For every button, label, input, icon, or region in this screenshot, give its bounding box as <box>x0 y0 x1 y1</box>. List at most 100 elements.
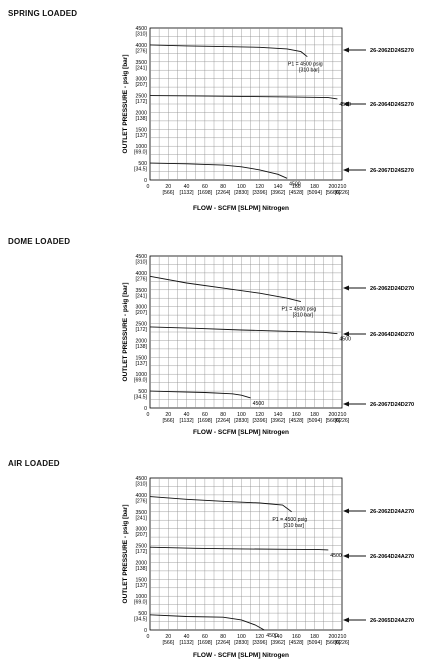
series-end-annotation-secondary: [310 bar] <box>299 68 320 74</box>
y-tick-label: 0 <box>144 628 147 634</box>
y-tick-label-secondary: [310] <box>135 32 147 38</box>
chart-title-air-loaded: AIR LOADED <box>8 459 60 468</box>
model-arrow-head <box>343 508 349 514</box>
x-tick-label: 160 <box>292 634 301 640</box>
x-tick-label-secondary: [2264] <box>216 418 231 424</box>
series-line <box>149 496 292 513</box>
model-arrow-head <box>343 285 349 291</box>
series-end-annotation: 4500 <box>253 401 265 407</box>
series-line <box>149 44 308 58</box>
y-tick-label-secondary: [276] <box>135 276 147 282</box>
y-axis-label: OUTLET PRESSURE - psig [bar] <box>122 283 129 382</box>
y-tick-label: 4500 <box>135 26 147 32</box>
series-end-annotation: 4500 <box>339 337 351 343</box>
x-tick-label: 80 <box>220 634 226 640</box>
series-line <box>149 275 302 303</box>
series-line <box>149 95 338 100</box>
x-tick-label-secondary: [3396] <box>252 418 267 424</box>
x-tick-label-secondary: [2830] <box>234 190 249 196</box>
x-tick-label-secondary: [3396] <box>252 640 267 646</box>
x-tick-label-secondary: [3396] <box>252 190 267 196</box>
y-tick-label: 2500 <box>135 94 147 100</box>
x-tick-label: 40 <box>184 412 190 418</box>
series-end-annotation: P1 = 4500 psig <box>272 517 307 523</box>
y-tick-label-secondary: [207] <box>135 310 147 316</box>
x-tick-label-secondary: [1698] <box>198 640 213 646</box>
y-tick-label: 2000 <box>135 338 147 344</box>
series-end-annotation: 4500 <box>266 633 278 639</box>
series-end-annotation-secondary: [310 bar] <box>293 313 314 319</box>
model-arrow-head <box>343 553 349 559</box>
y-tick-label: 4500 <box>135 254 147 260</box>
x-tick-label: 180 <box>310 634 319 640</box>
series-line <box>149 546 329 551</box>
x-tick-label-secondary: [1132] <box>180 640 195 646</box>
x-tick-label-secondary: [3962] <box>271 640 286 646</box>
y-tick-label: 3500 <box>135 510 147 516</box>
x-tick-label: 60 <box>202 634 208 640</box>
y-tick-label: 1500 <box>135 577 147 583</box>
series-line <box>149 162 288 179</box>
y-tick-label-secondary: [34.5] <box>134 395 148 401</box>
x-tick-label: 140 <box>274 184 283 190</box>
y-tick-label: 4000 <box>135 271 147 277</box>
x-tick-label-secondary: [5094] <box>307 190 322 196</box>
y-tick-label-secondary: [310] <box>135 482 147 488</box>
x-tick-label: 40 <box>184 184 190 190</box>
y-tick-label: 2000 <box>135 110 147 116</box>
x-tick-label-secondary: [4528] <box>289 190 304 196</box>
model-arrow-head <box>343 331 349 337</box>
y-tick-label-secondary: [276] <box>135 48 147 54</box>
x-tick-label: 140 <box>274 634 283 640</box>
y-tick-label-secondary: [138] <box>135 116 147 122</box>
model-label: 26-2062D24A270 <box>370 509 414 515</box>
y-tick-label-secondary: [310] <box>135 260 147 266</box>
x-tick-label: 0 <box>147 184 150 190</box>
x-tick-label: 0 <box>147 412 150 418</box>
model-label: 26-2067D24D270 <box>370 402 414 408</box>
y-tick-label: 2500 <box>135 544 147 550</box>
series-end-annotation: 4500 <box>289 181 301 187</box>
series-end-annotation: P1 = 4500 psig <box>281 307 316 313</box>
y-axis-label: OUTLET PRESSURE - psig [bar] <box>122 55 129 154</box>
y-tick-label-secondary: [69.0] <box>134 378 148 384</box>
x-tick-label-secondary: [5660] <box>326 190 341 196</box>
y-tick-label: 0 <box>144 178 147 184</box>
x-tick-label: 60 <box>202 412 208 418</box>
x-tick-label: 60 <box>202 184 208 190</box>
model-label: 26-2062D24D270 <box>370 286 414 292</box>
series-line <box>149 614 265 631</box>
x-tick-label-secondary: [2264] <box>216 190 231 196</box>
y-axis-label: OUTLET PRESSURE - psig [bar] <box>122 505 129 604</box>
x-tick-label-secondary: [1132] <box>180 418 195 424</box>
y-tick-label: 500 <box>138 389 147 395</box>
y-tick-label: 2500 <box>135 322 147 328</box>
x-tick-label-secondary: [2830] <box>234 640 249 646</box>
x-tick-label: 180 <box>310 412 319 418</box>
y-tick-label: 0 <box>144 406 147 412</box>
y-tick-label-secondary: [172] <box>135 549 147 555</box>
y-tick-label-secondary: [172] <box>135 99 147 105</box>
x-tick-label-secondary: [1132] <box>180 190 195 196</box>
y-tick-label: 4500 <box>135 476 147 482</box>
x-tick-label: 120 <box>255 634 264 640</box>
x-tick-label: 20 <box>165 412 171 418</box>
model-arrow-head <box>343 47 349 53</box>
x-tick-label-secondary: [5094] <box>307 418 322 424</box>
y-tick-label: 500 <box>138 611 147 617</box>
y-tick-label: 4000 <box>135 43 147 49</box>
model-label: 26-2064D24D270 <box>370 332 414 338</box>
x-tick-label-secondary: [3962] <box>271 418 286 424</box>
y-tick-label-secondary: [69.0] <box>134 600 148 606</box>
series-line <box>149 326 338 335</box>
x-tick-label-secondary: [6226] <box>335 640 350 646</box>
series-line <box>149 390 251 399</box>
y-tick-label: 3500 <box>135 60 147 66</box>
x-tick-label: 100 <box>237 184 246 190</box>
y-tick-label: 1000 <box>135 594 147 600</box>
y-tick-label: 2000 <box>135 560 147 566</box>
y-tick-label-secondary: [137] <box>135 133 147 139</box>
x-tick-label: 210 <box>338 412 347 418</box>
y-tick-label-secondary: [69.0] <box>134 150 148 156</box>
y-tick-label-secondary: [137] <box>135 361 147 367</box>
